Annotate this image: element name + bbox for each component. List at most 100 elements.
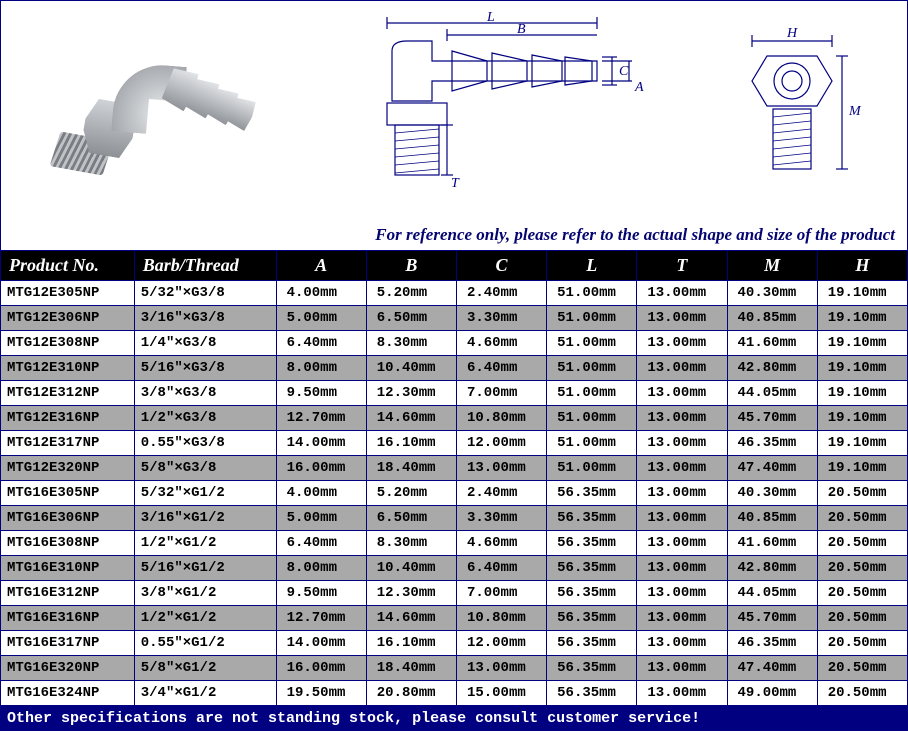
cell-H: 19.10mm: [817, 281, 907, 306]
table-row: MTG12E320NP5/8"×G3/816.00mm18.40mm13.00m…: [1, 456, 908, 481]
cell-B: 14.60mm: [366, 606, 456, 631]
footer-text: Other specifications are not standing st…: [1, 706, 908, 731]
dim-M: M: [848, 104, 862, 119]
product-render: [1, 1, 327, 220]
cell-C: 12.00mm: [456, 431, 546, 456]
dim-T: T: [451, 176, 460, 191]
cell-T: 13.00mm: [637, 631, 727, 656]
table-row: MTG12E310NP5/16"×G3/88.00mm10.40mm6.40mm…: [1, 356, 908, 381]
cell-H: 19.10mm: [817, 456, 907, 481]
table-row: MTG12E317NP0.55"×G3/814.00mm16.10mm12.00…: [1, 431, 908, 456]
table-row: MTG12E306NP3/16"×G3/85.00mm6.50mm3.30mm5…: [1, 306, 908, 331]
table-row: MTG12E308NP1/4"×G3/86.40mm8.30mm4.60mm51…: [1, 331, 908, 356]
cell-barb-thread: 3/8"×G3/8: [134, 381, 276, 406]
table-row: MTG16E310NP5/16"×G1/28.00mm10.40mm6.40mm…: [1, 556, 908, 581]
dim-C: C: [619, 64, 629, 79]
cell-barb-thread: 5/16"×G1/2: [134, 556, 276, 581]
cell-barb-thread: 5/16"×G3/8: [134, 356, 276, 381]
cell-T: 13.00mm: [637, 531, 727, 556]
cell-L: 56.35mm: [547, 656, 637, 681]
cell-T: 13.00mm: [637, 556, 727, 581]
cell-H: 20.50mm: [817, 506, 907, 531]
cell-B: 8.30mm: [366, 331, 456, 356]
cell-H: 19.10mm: [817, 381, 907, 406]
cell-B: 12.30mm: [366, 581, 456, 606]
cell-L: 56.35mm: [547, 606, 637, 631]
cell-product-no: MTG16E320NP: [1, 656, 135, 681]
cell-L: 56.35mm: [547, 506, 637, 531]
col-A: A: [276, 251, 366, 281]
cell-M: 41.60mm: [727, 331, 817, 356]
caption-bar: For reference only, please refer to the …: [0, 220, 908, 250]
cell-T: 13.00mm: [637, 681, 727, 706]
cell-B: 18.40mm: [366, 656, 456, 681]
cell-A: 14.00mm: [276, 631, 366, 656]
cell-L: 51.00mm: [547, 356, 637, 381]
cell-barb-thread: 1/4"×G3/8: [134, 331, 276, 356]
cell-H: 20.50mm: [817, 556, 907, 581]
cell-product-no: MTG16E306NP: [1, 506, 135, 531]
cell-product-no: MTG12E308NP: [1, 331, 135, 356]
cell-C: 2.40mm: [456, 481, 546, 506]
table-row: MTG16E320NP5/8"×G1/216.00mm18.40mm13.00m…: [1, 656, 908, 681]
cell-C: 10.80mm: [456, 606, 546, 631]
cell-A: 5.00mm: [276, 306, 366, 331]
col-barb-thread: Barb/Thread: [134, 251, 276, 281]
cell-M: 42.80mm: [727, 556, 817, 581]
cell-H: 20.50mm: [817, 531, 907, 556]
cell-C: 10.80mm: [456, 406, 546, 431]
cell-M: 44.05mm: [727, 381, 817, 406]
table-header-row: Product No. Barb/Thread A B C L T M H: [1, 251, 908, 281]
cell-H: 19.10mm: [817, 431, 907, 456]
footer-row: Other specifications are not standing st…: [1, 706, 908, 731]
cell-B: 6.50mm: [366, 306, 456, 331]
cell-T: 13.00mm: [637, 656, 727, 681]
cell-M: 44.05mm: [727, 581, 817, 606]
cell-L: 56.35mm: [547, 531, 637, 556]
cell-M: 45.70mm: [727, 606, 817, 631]
cell-product-no: MTG12E310NP: [1, 356, 135, 381]
cell-product-no: MTG16E317NP: [1, 631, 135, 656]
cell-H: 19.10mm: [817, 406, 907, 431]
cell-product-no: MTG12E312NP: [1, 381, 135, 406]
cell-C: 15.00mm: [456, 681, 546, 706]
cell-A: 4.00mm: [276, 481, 366, 506]
fitting-render-icon: [54, 26, 274, 196]
cell-C: 13.00mm: [456, 656, 546, 681]
cell-T: 13.00mm: [637, 306, 727, 331]
cell-barb-thread: 0.55"×G3/8: [134, 431, 276, 456]
cell-M: 47.40mm: [727, 456, 817, 481]
cell-B: 14.60mm: [366, 406, 456, 431]
cell-B: 10.40mm: [366, 356, 456, 381]
cell-B: 16.10mm: [366, 431, 456, 456]
cell-M: 47.40mm: [727, 656, 817, 681]
cell-A: 16.00mm: [276, 656, 366, 681]
cell-barb-thread: 5/32"×G1/2: [134, 481, 276, 506]
cell-H: 20.50mm: [817, 656, 907, 681]
dim-H: H: [786, 26, 798, 41]
cell-L: 56.35mm: [547, 556, 637, 581]
cell-M: 49.00mm: [727, 681, 817, 706]
cell-C: 2.40mm: [456, 281, 546, 306]
cell-M: 40.85mm: [727, 506, 817, 531]
cell-H: 20.50mm: [817, 606, 907, 631]
cell-C: 7.00mm: [456, 381, 546, 406]
cell-L: 56.35mm: [547, 631, 637, 656]
cell-barb-thread: 3/8"×G1/2: [134, 581, 276, 606]
cell-L: 56.35mm: [547, 581, 637, 606]
cell-A: 16.00mm: [276, 456, 366, 481]
cell-T: 13.00mm: [637, 356, 727, 381]
dim-B: B: [517, 22, 526, 37]
cell-product-no: MTG12E317NP: [1, 431, 135, 456]
cell-H: 20.50mm: [817, 581, 907, 606]
cell-C: 4.60mm: [456, 331, 546, 356]
cell-A: 9.50mm: [276, 581, 366, 606]
table-row: MTG16E317NP0.55"×G1/214.00mm16.10mm12.00…: [1, 631, 908, 656]
cell-product-no: MTG16E324NP: [1, 681, 135, 706]
cell-product-no: MTG12E316NP: [1, 406, 135, 431]
col-T: T: [637, 251, 727, 281]
cell-A: 4.00mm: [276, 281, 366, 306]
col-C: C: [456, 251, 546, 281]
cell-B: 12.30mm: [366, 381, 456, 406]
top-section: L B C A T: [0, 0, 908, 220]
